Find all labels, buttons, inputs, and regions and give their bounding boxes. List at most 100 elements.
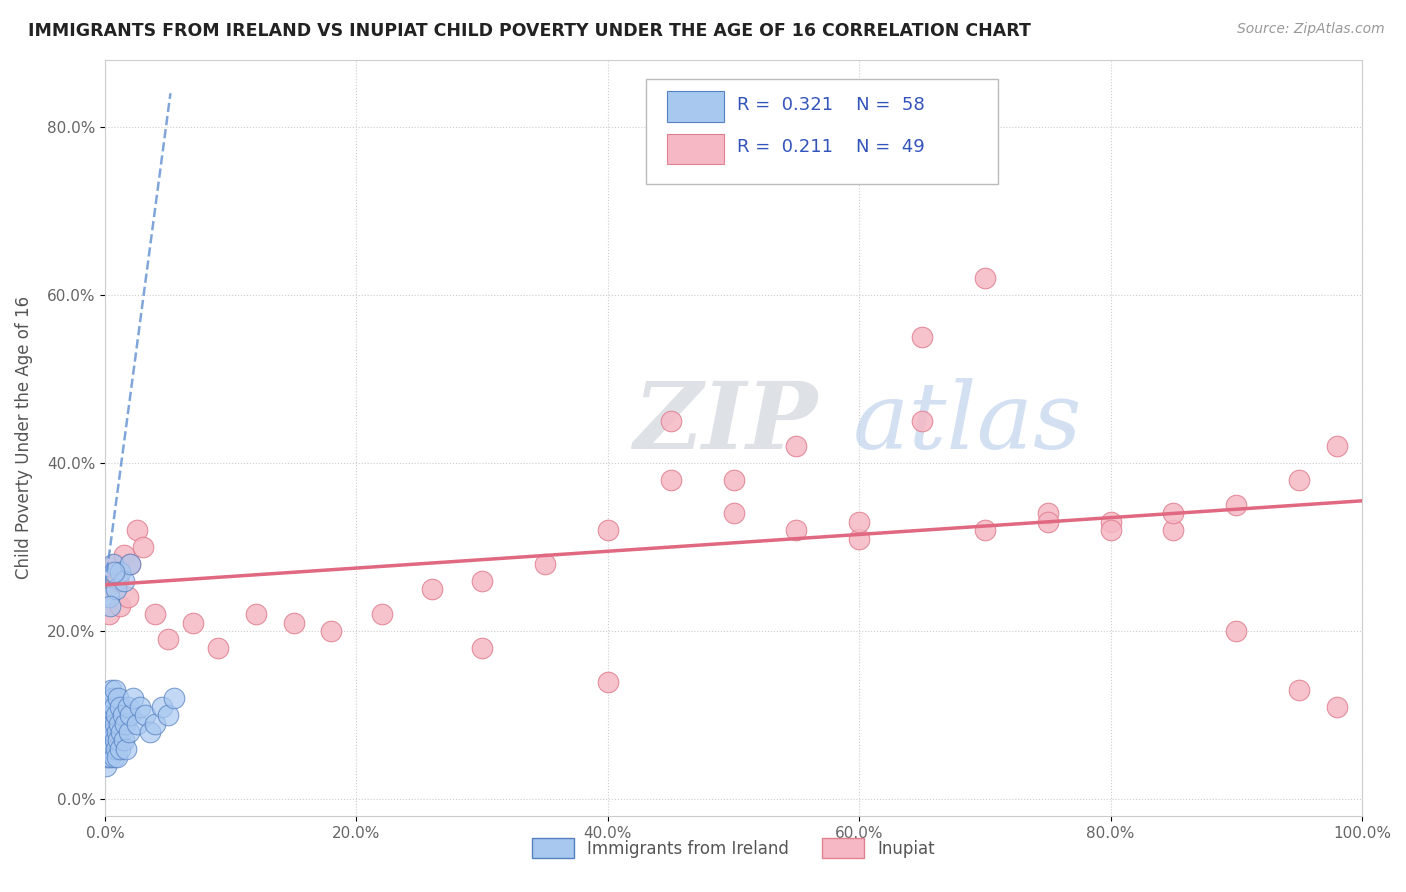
Point [98,741,121,756]
Point [1099,515,1122,529]
Point [96,582,118,596]
Point [100,750,122,764]
Point [370,607,392,622]
Point [1288,473,1310,487]
Point [118,725,141,739]
Point [129,699,152,714]
Point [105,725,128,739]
Point [596,523,619,537]
Point [132,540,155,554]
Point [108,716,131,731]
Point [104,741,127,756]
Point [120,557,142,571]
Point [848,515,870,529]
Point [145,716,167,731]
Text: Source: ZipAtlas.com: Source: ZipAtlas.com [1237,22,1385,37]
Point [107,691,129,706]
Point [596,674,619,689]
Point [1163,507,1185,521]
Point [911,330,934,344]
Point [974,271,997,285]
Text: IMMIGRANTS FROM IRELAND VS INUPIAT CHILD POVERTY UNDER THE AGE OF 16 CORRELATION: IMMIGRANTS FROM IRELAND VS INUPIAT CHILD… [28,22,1031,40]
Point [100,566,122,580]
Point [125,523,148,537]
Point [1225,624,1247,638]
Point [96,750,118,764]
Point [723,473,745,487]
Point [112,549,135,563]
Legend: Immigrants from Ireland, Inupiat: Immigrants from Ireland, Inupiat [526,832,942,864]
Text: ZIP: ZIP [633,377,817,467]
FancyBboxPatch shape [645,78,997,185]
Point [101,691,124,706]
Point [163,691,186,706]
Point [1288,682,1310,697]
Point [108,699,131,714]
Point [98,725,121,739]
Point [96,741,118,756]
Point [1036,507,1059,521]
Point [94,758,117,772]
Point [97,708,120,723]
Point [120,557,142,571]
Point [100,708,122,723]
Point [108,741,131,756]
FancyBboxPatch shape [666,91,724,121]
Point [97,691,120,706]
Point [181,615,204,630]
Point [1326,439,1348,453]
Point [848,532,870,546]
Point [1099,523,1122,537]
Point [107,574,129,588]
Point [105,708,128,723]
Point [150,699,173,714]
Point [96,725,118,739]
Point [111,708,134,723]
Point [321,624,343,638]
Point [97,591,120,605]
Point [105,582,128,596]
Point [283,615,305,630]
Point [114,716,136,731]
Point [112,574,135,588]
Point [100,682,122,697]
Point [101,741,124,756]
Point [115,741,138,756]
Point [104,716,127,731]
Text: R =  0.321    N =  58: R = 0.321 N = 58 [737,96,925,114]
Point [145,607,167,622]
Point [104,682,127,697]
Point [1225,498,1247,512]
Point [120,708,142,723]
Point [105,750,128,764]
Point [98,599,121,613]
Point [107,733,129,747]
Point [156,632,179,647]
Point [112,733,135,747]
Point [97,716,120,731]
Point [103,750,125,764]
Point [785,523,807,537]
Point [117,699,139,714]
Point [156,708,179,723]
Point [125,716,148,731]
Point [121,691,143,706]
Point [117,591,139,605]
Point [1163,523,1185,537]
Point [659,473,682,487]
Point [97,733,120,747]
Point [974,523,997,537]
Point [471,574,494,588]
Point [471,640,494,655]
Point [108,566,131,580]
Point [100,733,122,747]
Point [139,725,162,739]
Point [110,725,132,739]
Point [1036,515,1059,529]
Point [97,607,120,622]
FancyBboxPatch shape [666,134,724,164]
Point [1326,699,1348,714]
Point [134,708,156,723]
Point [420,582,443,596]
Point [534,557,557,571]
